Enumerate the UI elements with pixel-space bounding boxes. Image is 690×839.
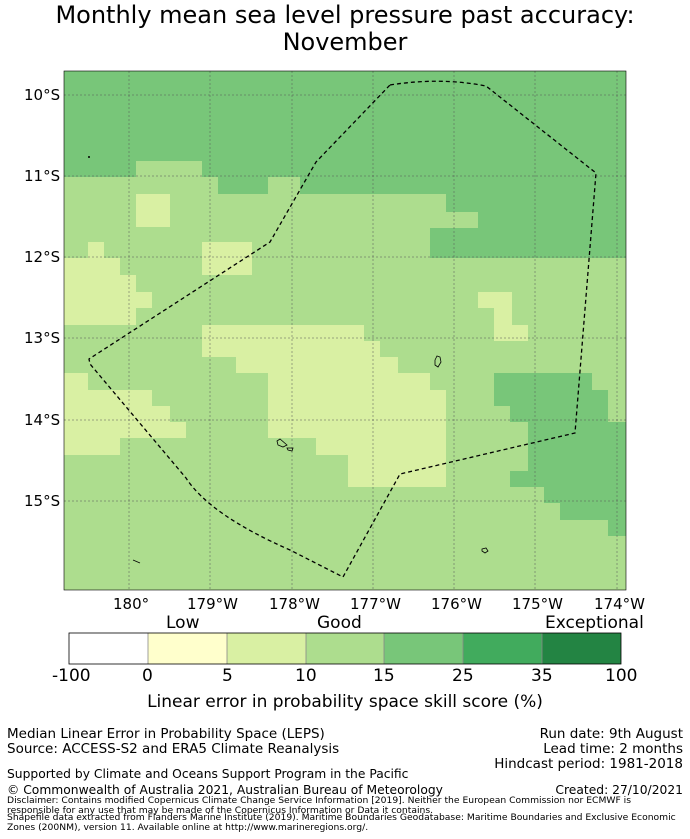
map-title: Monthly mean sea level pressure past acc… — [0, 2, 690, 56]
islands — [132, 355, 489, 564]
cbar-tick-5: 15 — [373, 666, 395, 686]
colorbar-segment-5 — [384, 633, 463, 664]
field-region-north — [64, 71, 626, 258]
created-date: Created: 27/10/2021 — [555, 783, 683, 797]
map-frame — [63, 70, 627, 591]
title-line-2: November — [282, 28, 408, 56]
lat-tick-3: 12°S — [24, 248, 61, 266]
lat-tick-6: 15°S — [24, 492, 61, 510]
disclaimer-line-1: Disclaimer: Contains modified Copernicus… — [7, 795, 632, 806]
colorbar-title: Linear error in probability space skill … — [147, 692, 543, 712]
field-region-central — [202, 325, 446, 487]
shapefile-line-1: Shapefile data extracted from Flanders M… — [7, 812, 676, 823]
lat-tick-1: 10°S — [24, 86, 61, 104]
field-patch-1 — [136, 194, 170, 227]
lat-tick-5: 14°S — [24, 411, 61, 429]
lon-tick-1: 180° — [113, 595, 150, 613]
eez-boundary — [88, 80, 597, 578]
colorbar-frame — [68, 632, 622, 665]
cbar-tick-6: 25 — [452, 666, 474, 686]
title-line-1: Monthly mean sea level pressure past acc… — [55, 1, 635, 29]
cbar-tick-1: -100 — [52, 666, 91, 686]
supported-text: Supported by Climate and Oceans Support … — [7, 767, 409, 781]
lat-tick-4: 13°S — [24, 329, 61, 347]
category-low: Low — [166, 613, 200, 633]
shapefile-line-2: Zones (200NM), version 11. Available onl… — [7, 822, 369, 833]
island-3 — [286, 447, 294, 452]
islet — [88, 156, 90, 158]
field-patch-east — [478, 292, 528, 341]
category-good: Good — [317, 613, 362, 633]
island-4 — [481, 547, 489, 554]
field-region-southwest — [64, 373, 186, 455]
lon-tick-2: 179°W — [187, 595, 238, 613]
copyright-text: © Commonwealth of Australia 2021, Austra… — [7, 783, 443, 797]
disclaimer-line-2: responsible for any use that may be made… — [7, 805, 434, 816]
colorbar-segment-6 — [463, 633, 542, 664]
skill-field — [64, 71, 626, 590]
colorbar — [68, 632, 622, 665]
colorbar-segment-7 — [542, 633, 621, 664]
colorbar-segment-2 — [148, 633, 227, 664]
method-text: Median Linear Error in Probability Space… — [7, 726, 325, 742]
island-1 — [434, 355, 442, 368]
cbar-tick-3: 5 — [222, 666, 233, 686]
lon-tick-5: 176°W — [431, 595, 482, 613]
lat-tick-2: 11°S — [24, 167, 61, 185]
colorbar-segment-1 — [69, 633, 148, 664]
lead-time: Lead time: 2 months — [543, 741, 683, 757]
field-region-east — [494, 373, 626, 536]
source-text: Source: ACCESS-S2 and ERA5 Climate Reana… — [7, 741, 340, 757]
field-region-west — [64, 242, 152, 325]
hindcast-period: Hindcast period: 1981-2018 — [494, 756, 683, 772]
lon-tick-4: 177°W — [350, 595, 401, 613]
colorbar-segment-4 — [306, 633, 384, 664]
island-2 — [276, 438, 288, 448]
category-exceptional: Exceptional — [545, 613, 644, 633]
island-5 — [132, 559, 141, 564]
colorbar-segment-3 — [227, 633, 306, 664]
cbar-tick-4: 10 — [295, 666, 317, 686]
cbar-tick-7: 35 — [531, 666, 553, 686]
lon-tick-7: 174°W — [594, 595, 645, 613]
field-patch-2 — [202, 242, 252, 275]
lon-tick-6: 175°W — [512, 595, 563, 613]
cbar-tick-8: 100 — [605, 666, 638, 686]
cbar-tick-2: 0 — [142, 666, 153, 686]
run-date: Run date: 9th August — [539, 726, 683, 742]
lon-tick-3: 178°W — [269, 595, 320, 613]
